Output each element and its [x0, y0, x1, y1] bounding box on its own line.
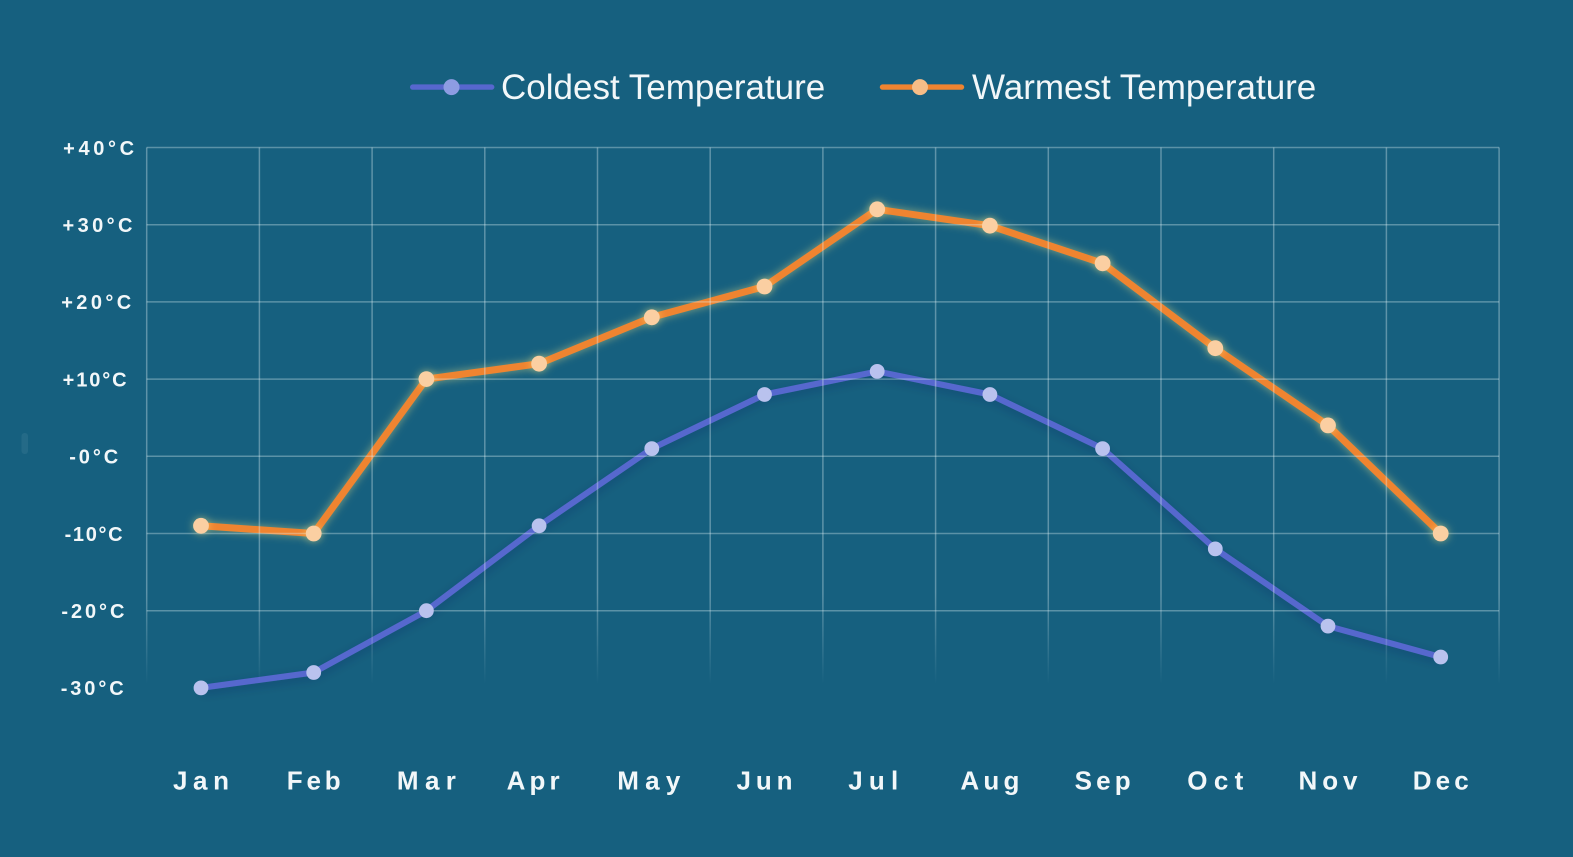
- svg-text:Coldest Temperature: Coldest Temperature: [501, 68, 825, 107]
- svg-text:Sep: Sep: [1075, 766, 1131, 796]
- svg-text:Apr: Apr: [507, 766, 560, 796]
- svg-text:+20°C: +20°C: [61, 292, 131, 314]
- svg-text:+10°C: +10°C: [63, 369, 127, 391]
- svg-text:-0°C: -0°C: [69, 447, 118, 469]
- svg-text:Oct: Oct: [1187, 766, 1243, 796]
- svg-text:Jul: Jul: [848, 766, 898, 796]
- svg-text:May: May: [617, 766, 681, 796]
- svg-text:+30°C: +30°C: [63, 215, 133, 237]
- svg-text:-20°C: -20°C: [61, 601, 124, 623]
- svg-text:Dec: Dec: [1413, 766, 1469, 796]
- svg-text:Feb: Feb: [287, 766, 341, 796]
- svg-text:+40°C: +40°C: [63, 138, 134, 160]
- svg-text:Jun: Jun: [737, 766, 793, 796]
- svg-text:Warmest Temperature: Warmest Temperature: [972, 68, 1316, 107]
- svg-text:Aug: Aug: [960, 766, 1019, 796]
- svg-text:-30°C: -30°C: [61, 678, 124, 700]
- svg-text:Jan: Jan: [173, 766, 229, 796]
- svg-text:-10°C: -10°C: [65, 524, 123, 546]
- svg-text:Nov: Nov: [1299, 766, 1359, 796]
- svg-text:Mar: Mar: [397, 766, 456, 796]
